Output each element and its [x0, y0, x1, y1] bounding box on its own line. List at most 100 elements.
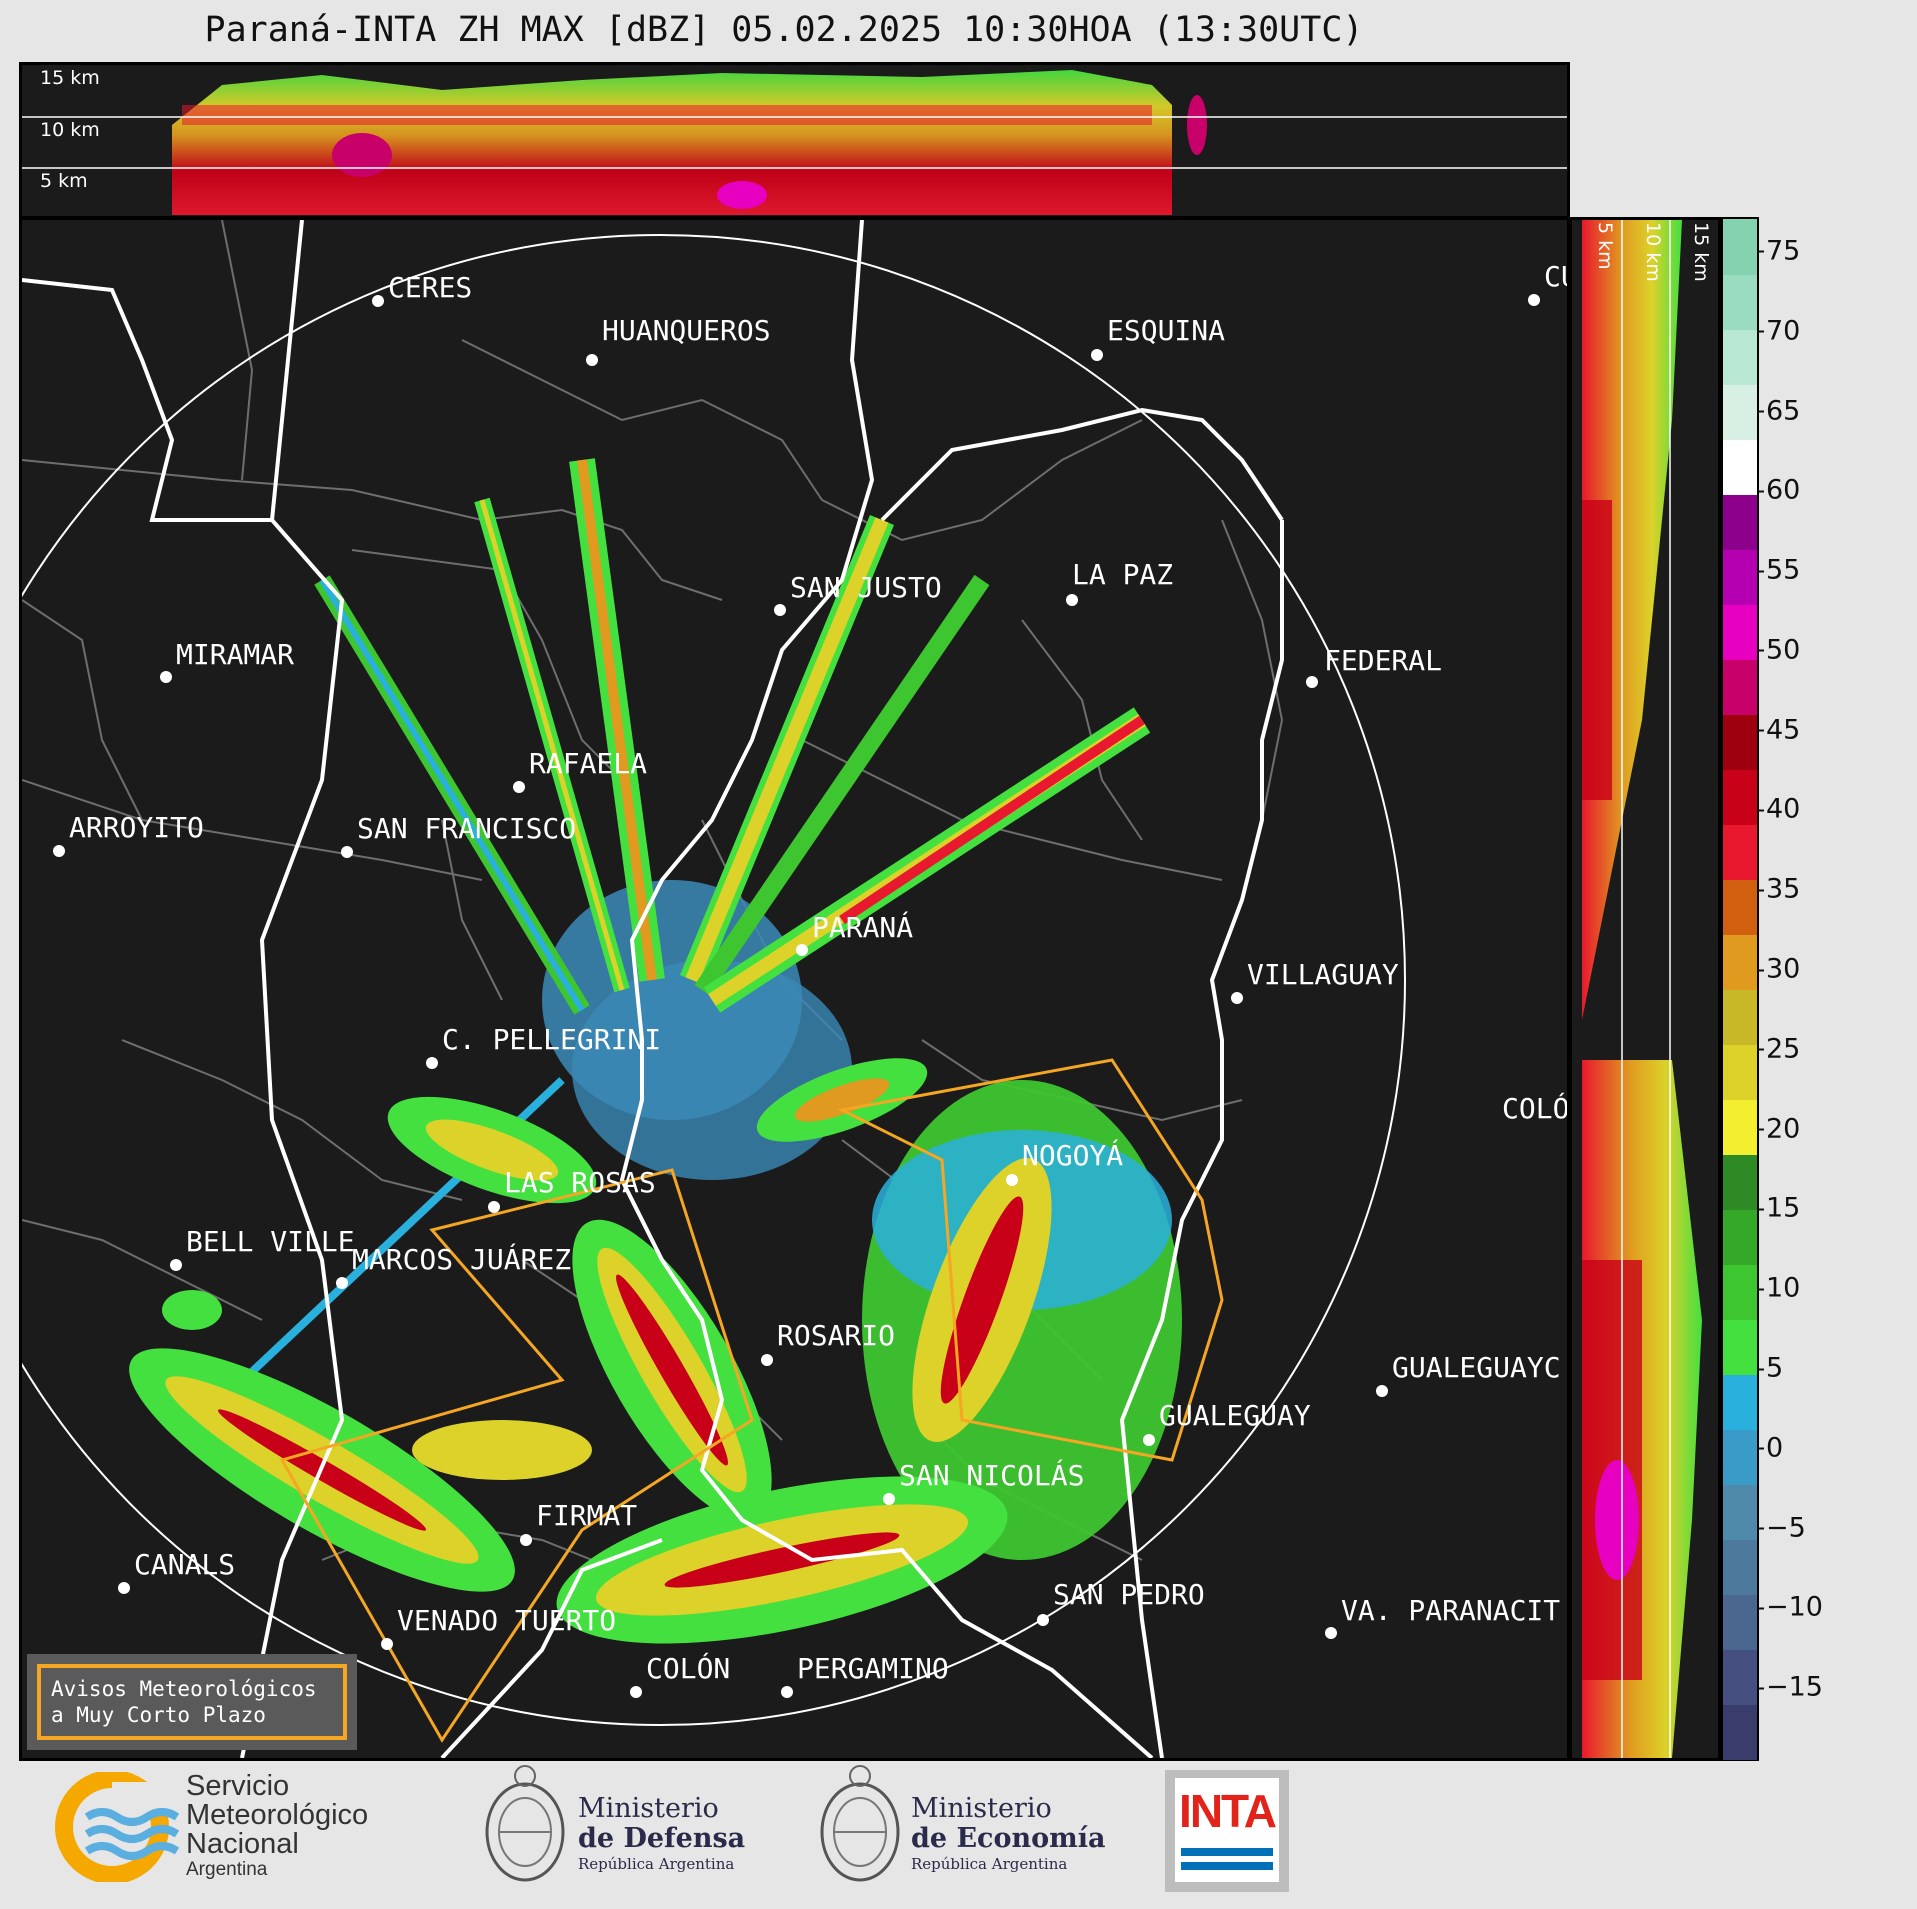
colorbar-segment [1723, 824, 1757, 880]
economia-line2: de Economía [911, 1823, 1106, 1854]
city-label: NOGOYÁ [1022, 1138, 1123, 1172]
colorbar-tick-label: −10 [1758, 1591, 1823, 1623]
economia-line1: Ministerio [911, 1793, 1052, 1824]
colorbar-segment [1723, 219, 1757, 275]
colorbar-segment [1723, 1484, 1757, 1540]
top-cross-section: 15 km 10 km 5 km [19, 62, 1570, 219]
colorbar-segment [1723, 384, 1757, 440]
national-shield-icon [820, 1765, 900, 1882]
warning-legend-line2: a Muy Corto Plazo [51, 1703, 266, 1727]
colorbar-tick-label: 50 [1757, 634, 1801, 666]
radar-echoes [129, 458, 1182, 1644]
side-height-label-15km: 15 km [1690, 222, 1712, 282]
colorbar-tick-label: 15 [1757, 1192, 1801, 1224]
city-label: VILLAGUAY [1247, 958, 1399, 991]
city-label: FIRMAT [536, 1499, 637, 1532]
radar-map-svg: CERES HUANQUEROS ESQUINA CU SAN JUSTO LA… [22, 220, 1567, 1758]
colorbar-segment [1723, 1704, 1757, 1760]
smn-emblem-icon [55, 1772, 182, 1882]
city-label: VENADO TUERTO [397, 1604, 616, 1637]
city-markers: CERES HUANQUEROS ESQUINA CU SAN JUSTO LA… [53, 260, 1567, 1698]
warning-polygons [279, 1058, 1224, 1743]
smn-line4: Argentina [186, 1859, 268, 1880]
smn-line1: Servicio [186, 1770, 290, 1802]
city-label: VA. PARANACIT [1341, 1594, 1560, 1627]
side-height-label-5km: 5 km [1594, 222, 1616, 270]
colorbar-tick-label: 55 [1757, 554, 1801, 586]
city-label: COLÓ [1502, 1091, 1567, 1125]
city-label: LA PAZ [1072, 558, 1173, 591]
colorbar-segment [1723, 549, 1757, 605]
city-label: PARANÁ [812, 910, 913, 944]
colorbar-segment [1723, 714, 1757, 770]
colorbar-tick-label: 0 [1757, 1432, 1784, 1464]
colorbar-tick-label: 45 [1757, 714, 1801, 746]
city-label: RAFAELA [529, 747, 647, 780]
colorbar-tick-label: 40 [1757, 793, 1801, 825]
height-label-15km: 15 km [40, 67, 100, 89]
colorbar-tick-label: −5 [1758, 1512, 1806, 1544]
city-label: HUANQUEROS [602, 314, 771, 347]
city-label: GUALEGUAYC [1392, 1351, 1561, 1384]
smn-line3: Nacional [186, 1828, 299, 1860]
city-label: ROSARIO [777, 1319, 895, 1352]
inta-logo: INTA [1165, 1770, 1289, 1892]
city-label: CERES [388, 271, 472, 304]
colorbar-tick-label: 10 [1757, 1272, 1801, 1304]
radar-range-ring [22, 234, 1406, 1726]
side-cross-section: 5 km 10 km 15 km [1569, 217, 1721, 1761]
city-label: LAS ROSAS [504, 1166, 656, 1199]
city-label: COLÓN [646, 1651, 730, 1685]
national-shield-icon [485, 1765, 565, 1882]
colorbar-segment [1723, 1264, 1757, 1320]
height-label-10km: 10 km [40, 119, 100, 141]
colorbar-segment [1723, 1429, 1757, 1485]
colorbar-segment [1723, 1374, 1757, 1430]
colorbar-segment [1723, 1649, 1757, 1705]
colorbar-segment [1723, 1044, 1757, 1100]
economia-line3: República Argentina [911, 1855, 1068, 1873]
city-label: ESQUINA [1107, 314, 1225, 347]
province-borders [22, 220, 1284, 1758]
city-label: CANALS [134, 1548, 235, 1581]
colorbar-segment [1723, 604, 1757, 660]
defensa-line2: de Defensa [578, 1823, 746, 1854]
warning-legend: Avisos Meteorológicos a Muy Corto Plazo [27, 1654, 357, 1750]
colorbar-tick-label: 65 [1757, 395, 1801, 426]
colorbar-segment [1723, 1209, 1757, 1265]
height-label-5km: 5 km [40, 170, 88, 192]
city-label: SAN NICOLÁS [899, 1458, 1084, 1492]
city-label: SAN PEDRO [1053, 1578, 1205, 1611]
city-label: FEDERAL [1324, 644, 1442, 677]
colorbar-tick-label: 75 [1757, 235, 1801, 267]
colorbar-segment [1723, 494, 1757, 550]
city-label: ARROYITO [69, 811, 204, 844]
side-height-label-10km: 10 km [1642, 222, 1664, 282]
city-label: BELL VILLE [186, 1225, 355, 1258]
colorbar-tick-label: 70 [1757, 315, 1801, 347]
colorbar-segment [1723, 329, 1757, 385]
colorbar-segment [1723, 439, 1757, 495]
city-label: SAN JUSTO [790, 571, 942, 604]
warning-legend-line1: Avisos Meteorológicos [51, 1677, 317, 1701]
colorbar-segment [1723, 989, 1757, 1045]
city-label: PERGAMINO [797, 1652, 949, 1685]
smn-line2: Meteorológico [186, 1799, 369, 1831]
colorbar-segment [1723, 934, 1757, 990]
colorbar-tick-label: −15 [1758, 1671, 1823, 1703]
colorbar-segment [1723, 1594, 1757, 1650]
city-label: CU [1544, 260, 1567, 293]
city-label: C. PELLEGRINI [442, 1023, 661, 1056]
colorbar-tick-label: 20 [1757, 1113, 1801, 1145]
colorbar-tick-label: 35 [1757, 873, 1801, 905]
city-label: MARCOS JUÁREZ [352, 1242, 571, 1276]
city-label: MIRAMAR [176, 638, 294, 671]
colorbar-tick-label: 5 [1757, 1352, 1784, 1384]
colorbar-segment [1723, 659, 1757, 715]
colorbar-segment [1723, 1099, 1757, 1155]
dbz-colorbar [1721, 217, 1759, 1761]
colorbar-segment [1723, 274, 1757, 330]
colorbar-segment [1723, 879, 1757, 935]
side-cross-section-plot [1582, 220, 1702, 1758]
colorbar-segment [1723, 1539, 1757, 1595]
